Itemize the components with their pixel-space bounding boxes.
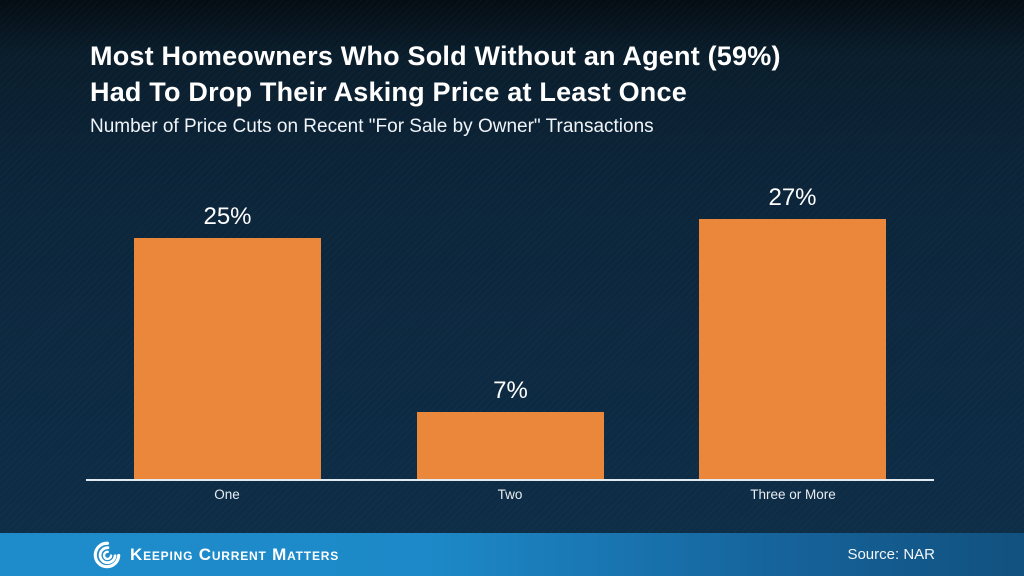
bar-three-or-more xyxy=(699,219,886,479)
chart-title: Most Homeowners Who Sold Without an Agen… xyxy=(90,38,984,110)
chart-subtitle: Number of Price Cuts on Recent "For Sale… xyxy=(90,116,654,137)
kcm-swirl-logo-icon xyxy=(93,541,121,568)
source-attribution: Source: NAR xyxy=(847,546,935,563)
bar-value-label: 7% xyxy=(493,377,528,404)
bar-value-label: 25% xyxy=(203,203,252,230)
chart-title-line1: Most Homeowners Who Sold Without an Agen… xyxy=(90,41,781,71)
bar-chart-plot: 25% One 7% Two 27% Three or More xyxy=(86,184,934,502)
bar-two xyxy=(417,412,604,479)
x-axis-category-label: One xyxy=(214,487,240,502)
brand-lockup: Keeping Current Matters xyxy=(92,533,339,576)
footer-band: Keeping Current Matters Source: NAR xyxy=(0,533,1024,576)
x-axis-category-label: Two xyxy=(497,487,523,502)
x-axis-category-label: Three or More xyxy=(750,487,836,502)
bar-one xyxy=(134,238,321,479)
bar-value-label: 27% xyxy=(768,184,817,211)
brand-name: Keeping Current Matters xyxy=(130,544,340,564)
chart-title-line2: Had To Drop Their Asking Price at Least … xyxy=(90,77,687,107)
